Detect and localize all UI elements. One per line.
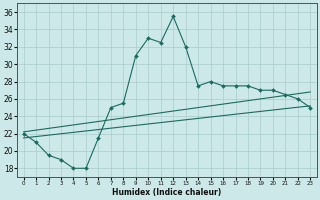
X-axis label: Humidex (Indice chaleur): Humidex (Indice chaleur) bbox=[112, 188, 221, 197]
